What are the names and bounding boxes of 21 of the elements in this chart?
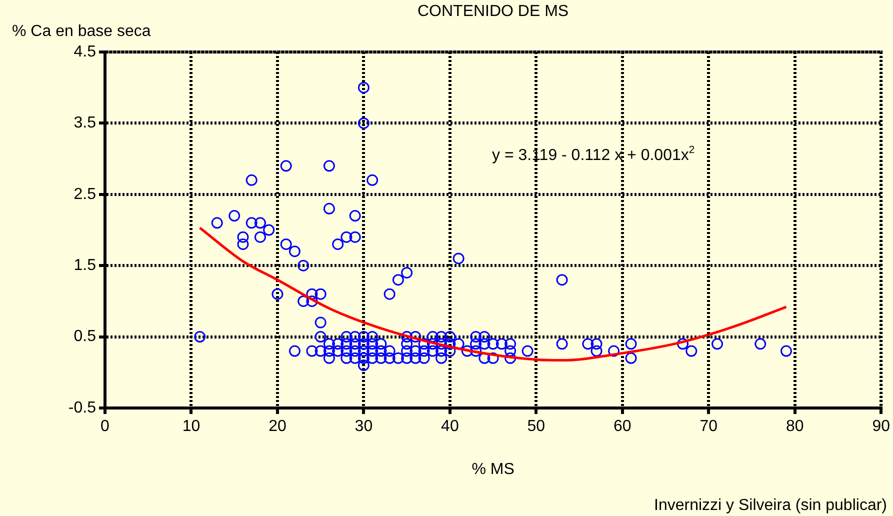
y-tick-label: 1.5 — [74, 257, 96, 274]
y-tick-label: -0.5 — [68, 399, 96, 416]
y-tick-label: 3.5 — [74, 114, 96, 132]
y-tick-label: 0.5 — [74, 328, 96, 346]
x-tick-label: 20 — [268, 418, 286, 436]
x-tick-label: 30 — [354, 418, 373, 436]
x-axis-title: % MS — [472, 461, 514, 478]
line-series — [198, 226, 788, 362]
chart-title: CONTENIDO DE MS — [417, 3, 569, 20]
x-tick-label: 90 — [872, 418, 890, 436]
x-tick-label: 50 — [527, 418, 546, 436]
x-tick-label: 80 — [786, 418, 804, 436]
x-tick-label: 40 — [441, 418, 459, 436]
x-tick-label: 70 — [700, 418, 718, 436]
y-axis-title: % Ca en base seca — [12, 23, 151, 40]
y-tick-label: 2.5 — [74, 186, 96, 203]
y-tick-label: 4.5 — [74, 43, 96, 60]
x-tick-label: 0 — [100, 418, 110, 436]
x-tick-label: 60 — [614, 418, 632, 436]
x-tick-label: 10 — [182, 418, 200, 436]
text: Invernizzi y Silveira (sin publicar) — [654, 497, 887, 514]
